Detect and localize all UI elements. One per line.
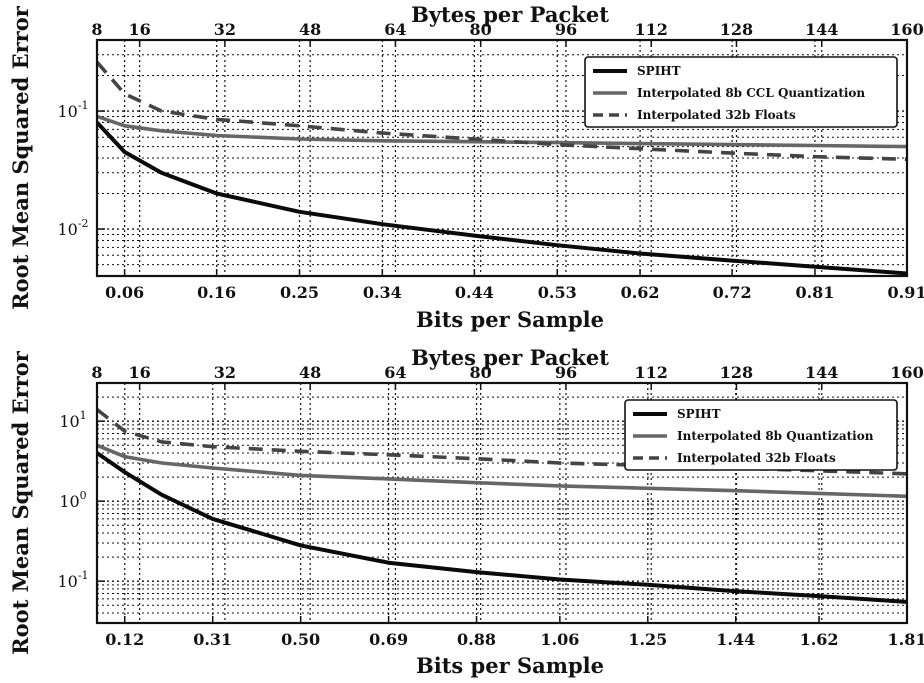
top-x-tick-label: 160 (890, 20, 923, 39)
y-tick-label: 101 (59, 409, 86, 431)
legend-label: Interpolated 32b Floats (677, 451, 836, 465)
top-x-tick-label: 80 (470, 20, 492, 39)
top-x-tick-label: 16 (128, 20, 150, 39)
x-tick-label: 0.16 (197, 283, 236, 302)
x-tick-label: 0.50 (281, 630, 320, 649)
top-x-tick-label: 8 (91, 363, 102, 382)
top-axis-title: Bytes per Packet (411, 2, 609, 27)
x-tick-label: 0.88 (457, 630, 496, 649)
y-axis-title: Root Mean Squared Error (8, 5, 33, 310)
series-line-interpolated-8b-ccl-quantization (97, 114, 907, 149)
x-tick-label: 1.25 (628, 630, 667, 649)
top-x-tick-label: 112 (635, 20, 668, 39)
top-x-tick-label: 8 (91, 20, 102, 39)
x-tick-label: 0.69 (369, 630, 408, 649)
plot-frame (95, 381, 909, 625)
legend-label: Interpolated 8b CCL Quantization (637, 86, 865, 100)
top-axis-title: Bytes per Packet (411, 345, 609, 370)
top-x-tick-label: 160 (890, 363, 923, 382)
top-x-tick-label: 128 (720, 20, 753, 39)
x-tick-label: 1.81 (888, 630, 924, 649)
chart-panel-1: 0.06 0.16 0.25 0.34 0.44 0.53 0.62 0.72 0.81 0.91… (8, 2, 924, 332)
x-tick-label: 0.72 (713, 283, 752, 302)
x-tick-label: 1.44 (716, 630, 755, 649)
x-tick-label: 0.62 (621, 283, 660, 302)
bottom-axis-title: Bits per Sample (416, 307, 604, 332)
top-x-tick-label: 144 (805, 363, 838, 382)
series-line-interpolated-32b-floats (97, 60, 907, 162)
y-tick-label: 10-2 (57, 217, 88, 239)
legend-label: SPIHT (677, 407, 721, 421)
legend: SPIHT Interpolated 8b CCL Quantization Int… (584, 56, 898, 128)
y-axis-title: Root Mean Squared Error (8, 350, 33, 655)
top-x-tick-label: 48 (299, 363, 321, 382)
x-tick-label: 0.44 (455, 283, 494, 302)
top-x-tick-label: 64 (384, 20, 406, 39)
x-tick-label: 1.06 (540, 630, 579, 649)
legend-box (584, 56, 898, 128)
series-line-interpolated-8b-quantization (97, 443, 907, 499)
legend-label: SPIHT (637, 64, 681, 78)
top-x-tick-label: 32 (214, 20, 236, 39)
series-line-spiht (97, 451, 907, 604)
top-x-tick-label: 96 (555, 363, 577, 382)
chart-panel-2: 0.12 0.31 0.50 0.69 0.88 1.06 1.25 1.44 1.62 1.81… (8, 345, 924, 678)
plot-frame (95, 38, 909, 278)
top-x-tick-label: 32 (214, 363, 236, 382)
legend-label: Interpolated 8b Quantization (677, 429, 874, 443)
top-x-tick-label: 80 (470, 363, 492, 382)
x-tick-label: 0.53 (538, 283, 577, 302)
x-tick-label: 0.12 (105, 630, 144, 649)
top-x-tick-label: 128 (720, 363, 753, 382)
y-tick-label: 10-1 (57, 99, 88, 121)
bottom-axis-title: Bits per Sample (416, 653, 604, 678)
top-x-tick-label: 64 (384, 363, 406, 382)
x-tick-label: 0.31 (193, 630, 232, 649)
legend: SPIHT Interpolated 8b Quantization Interpo… (624, 399, 898, 471)
x-tick-label: 0.25 (280, 283, 319, 302)
top-x-tick-label: 96 (555, 20, 577, 39)
y-tick-label: 100 (59, 489, 86, 511)
top-x-tick-label: 112 (635, 363, 668, 382)
x-tick-label: 0.91 (888, 283, 924, 302)
top-x-tick-label: 144 (805, 20, 838, 39)
x-tick-label: 0.34 (363, 283, 402, 302)
legend-label: Interpolated 32b Floats (637, 108, 796, 122)
top-x-tick-label: 48 (299, 20, 321, 39)
x-tick-label: 0.06 (105, 283, 144, 302)
top-x-tick-label: 16 (128, 363, 150, 382)
y-tick-label: 10-1 (57, 569, 88, 591)
legend-box (624, 399, 898, 471)
series-line-spiht (97, 121, 907, 276)
x-tick-label: 0.81 (795, 283, 834, 302)
x-tick-label: 1.62 (800, 630, 839, 649)
